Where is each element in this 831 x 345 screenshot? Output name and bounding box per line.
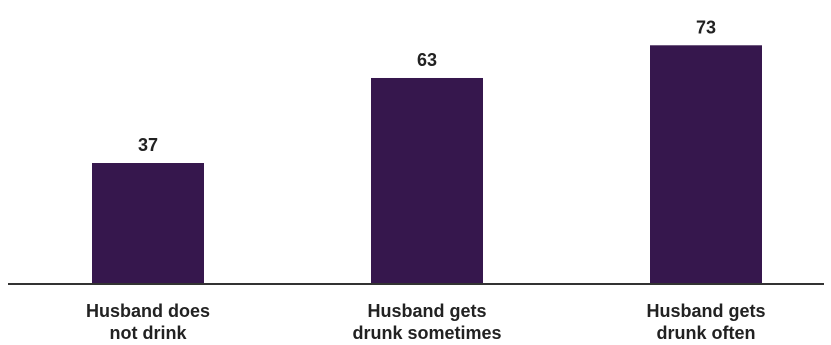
category-label-line: Husband does: [86, 301, 210, 321]
category-label-3: Husband gets drunk often: [646, 301, 765, 343]
bars-group: [92, 45, 762, 285]
bar-2: [371, 77, 483, 285]
bar-1: [92, 163, 204, 284]
category-label-line: drunk sometimes: [352, 323, 501, 343]
category-label-2: Husband gets drunk sometimes: [352, 301, 501, 343]
bar-value-label-1: 37: [138, 135, 158, 155]
category-label-line: not drink: [110, 323, 188, 343]
bar-value-label-2: 63: [417, 50, 437, 70]
category-label-line: Husband gets: [367, 301, 486, 321]
category-label-line: Husband gets: [646, 301, 765, 321]
bar-value-label-3: 73: [696, 17, 716, 37]
value-labels-group: 37 63 73: [138, 17, 716, 155]
category-label-1: Husband does not drink: [86, 301, 210, 343]
bar-3: [650, 45, 762, 284]
category-label-line: drunk often: [657, 323, 756, 343]
